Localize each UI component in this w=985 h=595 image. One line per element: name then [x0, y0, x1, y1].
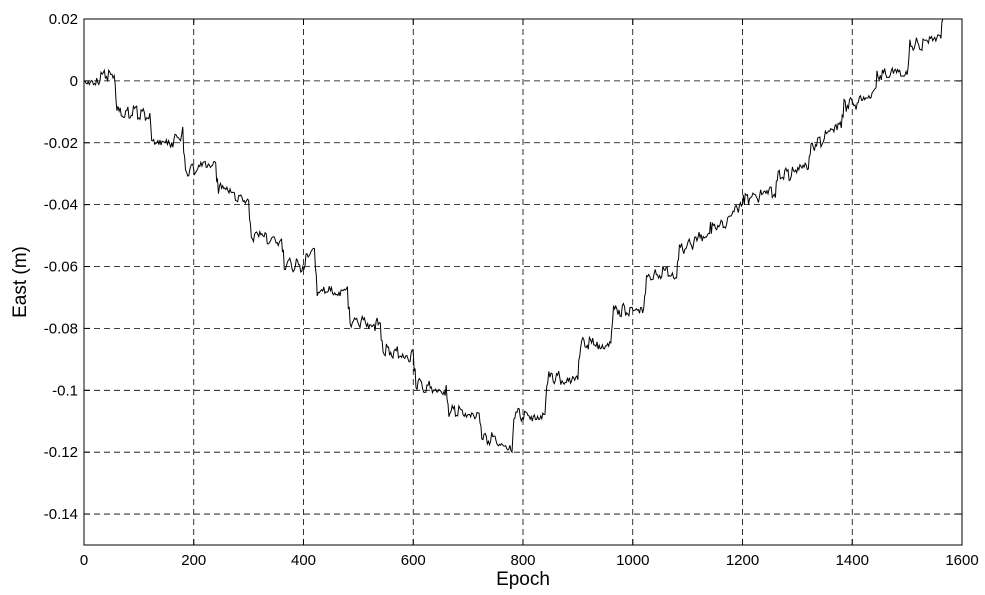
- x-tick-label: 800: [510, 552, 535, 569]
- x-tick-label: 600: [401, 552, 426, 569]
- y-tick-label: -0.06: [44, 259, 78, 276]
- y-tick-label: -0.1: [52, 382, 78, 399]
- y-tick-label: -0.02: [44, 135, 78, 152]
- x-tick-label: 1200: [726, 552, 759, 569]
- y-axis-label: East (m): [10, 246, 31, 318]
- x-axis-label: Epoch: [496, 569, 550, 590]
- x-tick-label: 0: [80, 552, 88, 569]
- y-tick-label: -0.04: [44, 197, 78, 214]
- x-tick-label: 1000: [616, 552, 649, 569]
- x-tick-label: 1400: [836, 552, 869, 569]
- y-tick-label: 0.02: [49, 11, 78, 28]
- y-tick-labels: 0.02 0 -0.02 -0.04 -0.06 -0.08 -0.1 -0.12 -0.14: [44, 11, 78, 523]
- x-tick-label: 1600: [945, 552, 978, 569]
- x-tick-label: 200: [181, 552, 206, 569]
- tick-marks: [83, 18, 963, 545]
- east-series-line: [83, 18, 944, 454]
- y-tick-label: -0.08: [44, 320, 78, 337]
- grid-lines: [84, 19, 962, 545]
- x-tick-labels: 0 200 400 600 800 1000 1200 1400 1600: [80, 552, 979, 569]
- y-tick-label: 0: [70, 73, 78, 90]
- x-tick-label: 400: [291, 552, 316, 569]
- series-layer: [83, 18, 944, 454]
- y-tick-label: -0.12: [44, 444, 78, 461]
- y-tick-label: -0.14: [44, 506, 78, 523]
